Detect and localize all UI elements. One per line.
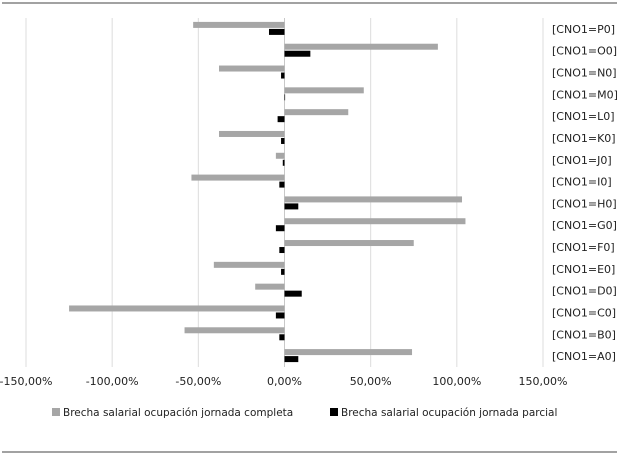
bar-series-1-2 [281,72,285,79]
bar-series-0-14 [184,327,285,334]
category-label: [CNO1=K0] [552,132,616,145]
category-label: [CNO1=I0] [552,176,612,189]
x-tick-label: 0,00% [267,375,302,388]
bar-series-1-3 [284,94,286,101]
category-label: [CNO1=P0] [552,23,615,36]
bar-series-1-10 [279,247,285,254]
x-tick-label: 50,00% [350,375,392,388]
category-label: [CNO1=E0] [552,263,615,276]
bar-series-1-8 [284,203,299,210]
category-label: [CNO1=A0] [552,350,616,363]
bar-series-1-6 [282,159,285,166]
category-labels: [CNO1=P0] [CNO1=O0] [CNO1=N0] [CNO1=M0] [CNO… [552,23,618,363]
bar-series-0-4 [284,109,349,116]
bar-series-0-10 [284,240,414,247]
bar-series-0-0 [193,21,285,28]
legend-swatch-1 [330,408,338,416]
x-tick-label: -150,00% [0,375,52,388]
category-label: [CNO1=O0] [552,45,617,58]
category-label: [CNO1=B0] [552,328,616,341]
category-label: [CNO1=H0] [552,197,617,210]
bar-series-0-1 [284,43,438,50]
x-tick-label: 150,00% [519,375,568,388]
category-label: [CNO1=D0] [552,285,617,298]
bar-series-1-12 [284,290,302,297]
category-label: [CNO1=L0] [552,110,615,123]
bar-series-0-6 [275,152,285,159]
x-axis-ticks: -150,00% -100,00% -50,00% 0,00% 50,00% 100,00… [0,375,567,388]
bar-series-0-3 [284,87,364,94]
legend: Brecha salarial ocupación jornada comple… [52,407,557,419]
bar-series-0-13 [69,305,285,312]
bar-series-1-14 [279,334,285,341]
bar-series-1-4 [277,116,285,123]
bar-series-1-11 [281,268,285,275]
category-label: [CNO1=C0] [552,306,616,319]
category-label: [CNO1=N0] [552,67,617,80]
category-label: [CNO1=M0] [552,88,618,101]
bar-series-0-15 [284,349,413,356]
legend-label-1: Brecha salarial ocupación jornada parcia… [341,407,557,419]
bar-series-0-11 [213,261,285,268]
bar-series-1-5 [281,137,285,144]
bar-series-1-0 [268,28,285,35]
bar-series-1-15 [284,356,299,363]
bar-series-0-9 [284,218,466,225]
bar-series-0-8 [284,196,463,203]
bar-series-1-1 [284,50,311,57]
bar-series-1-13 [275,312,285,319]
x-tick-label: 100,00% [432,375,481,388]
x-tick-label: -50,00% [175,375,221,388]
legend-swatch-0 [52,408,60,416]
category-label: [CNO1=J0] [552,154,612,167]
bar-series-0-12 [255,283,285,290]
category-label: [CNO1=G0] [552,219,617,232]
x-tick-label: -100,00% [86,375,139,388]
bars [69,21,466,363]
legend-label-0: Brecha salarial ocupación jornada comple… [63,407,293,419]
bar-series-0-2 [219,65,285,72]
bar-series-0-7 [191,174,285,181]
bar-series-0-5 [219,130,285,137]
bar-series-1-7 [279,181,285,188]
category-label: [CNO1=F0] [552,241,615,254]
bar-series-1-9 [275,225,285,232]
